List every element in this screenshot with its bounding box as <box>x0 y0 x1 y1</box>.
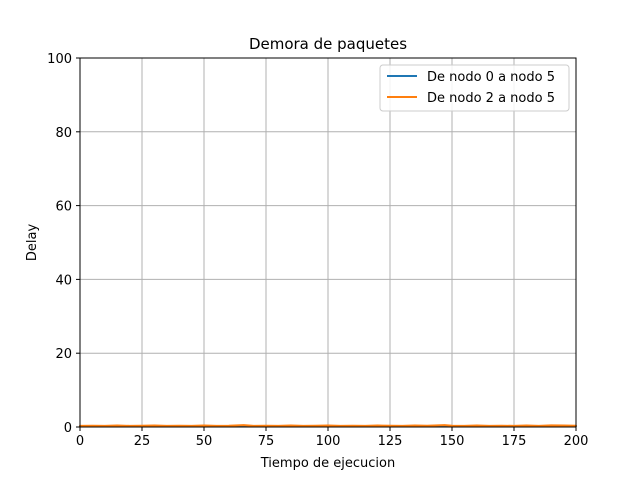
legend: De nodo 0 a nodo 5 De nodo 2 a nodo 5 <box>379 64 570 112</box>
x-tick-label: 0 <box>76 434 84 449</box>
y-axis-label: Delay <box>25 224 40 262</box>
legend-label-series-1: De nodo 0 a nodo 5 <box>427 70 555 85</box>
x-tick-label: 200 <box>564 434 589 449</box>
y-tick-label: 60 <box>55 200 72 215</box>
x-tick-label: 50 <box>196 434 213 449</box>
x-tick-label: 75 <box>258 434 275 449</box>
y-tick-label: 0 <box>64 421 72 436</box>
y-tick-label: 40 <box>55 273 72 288</box>
y-tick-label: 20 <box>55 347 72 362</box>
chart-title: Demora de paquetes <box>249 35 407 53</box>
x-tick-label: 25 <box>134 434 151 449</box>
x-tick-label: 175 <box>502 434 527 449</box>
y-tick-label: 100 <box>47 52 72 67</box>
y-tick-label: 80 <box>55 126 72 141</box>
x-tick-label: 100 <box>316 434 341 449</box>
legend-label-series-2: De nodo 2 a nodo 5 <box>427 91 555 106</box>
x-tick-label: 125 <box>378 434 403 449</box>
legend-box <box>379 64 570 112</box>
x-tick-label: 150 <box>440 434 465 449</box>
x-axis-label: Tiempo de ejecucion <box>260 456 395 471</box>
series-line-2 <box>79 424 577 427</box>
